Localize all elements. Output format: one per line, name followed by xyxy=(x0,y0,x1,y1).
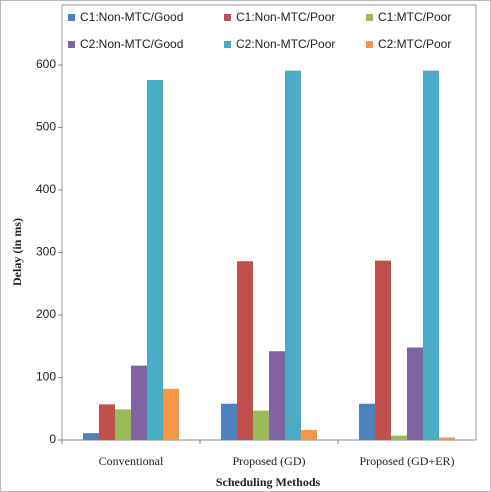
legend-swatch xyxy=(224,14,231,21)
bar xyxy=(99,404,115,440)
bar xyxy=(131,365,147,440)
legend-label: C1:Non-MTC/Poor xyxy=(236,10,335,24)
bar xyxy=(253,410,269,440)
x-tick-label: Proposed (GD) xyxy=(233,454,306,468)
y-tick-label: 100 xyxy=(36,370,56,384)
legend-swatch xyxy=(366,14,373,21)
legend-label: C1:Non-MTC/Good xyxy=(80,10,183,24)
y-tick-label: 300 xyxy=(36,245,56,259)
y-tick-label: 0 xyxy=(49,432,56,446)
legend-label: C2:Non-MTC/Poor xyxy=(236,37,335,51)
bar xyxy=(391,435,407,440)
y-tick-label: 500 xyxy=(36,120,56,134)
x-tick-label: Conventional xyxy=(99,454,164,468)
bar xyxy=(147,80,163,440)
y-tick-label: 400 xyxy=(36,182,56,196)
legend-label: C2:Non-MTC/Good xyxy=(80,37,183,51)
legend-swatch xyxy=(68,14,75,21)
legend-label: C1:MTC/Poor xyxy=(378,10,451,24)
x-axis-label: Scheduling Methods xyxy=(216,475,321,489)
bar xyxy=(301,430,317,440)
bar xyxy=(83,433,99,440)
legend-swatch xyxy=(366,41,373,48)
y-tick-label: 200 xyxy=(36,307,56,321)
bar xyxy=(221,403,237,440)
bar xyxy=(285,70,301,440)
legend-label: C2:MTC/Poor xyxy=(378,37,451,51)
bar xyxy=(115,409,131,440)
bar xyxy=(375,260,391,440)
y-axis-label: Delay (in ms) xyxy=(10,218,24,286)
bar xyxy=(163,388,179,440)
bar xyxy=(423,70,439,440)
legend-swatch xyxy=(224,41,231,48)
y-tick-label: 600 xyxy=(36,57,56,71)
x-tick-label: Proposed (GD+ER) xyxy=(359,454,454,468)
bar xyxy=(359,403,375,440)
bar xyxy=(439,437,455,440)
legend-swatch xyxy=(68,41,75,48)
bar xyxy=(237,261,253,440)
bar xyxy=(269,351,285,440)
bar xyxy=(407,347,423,440)
